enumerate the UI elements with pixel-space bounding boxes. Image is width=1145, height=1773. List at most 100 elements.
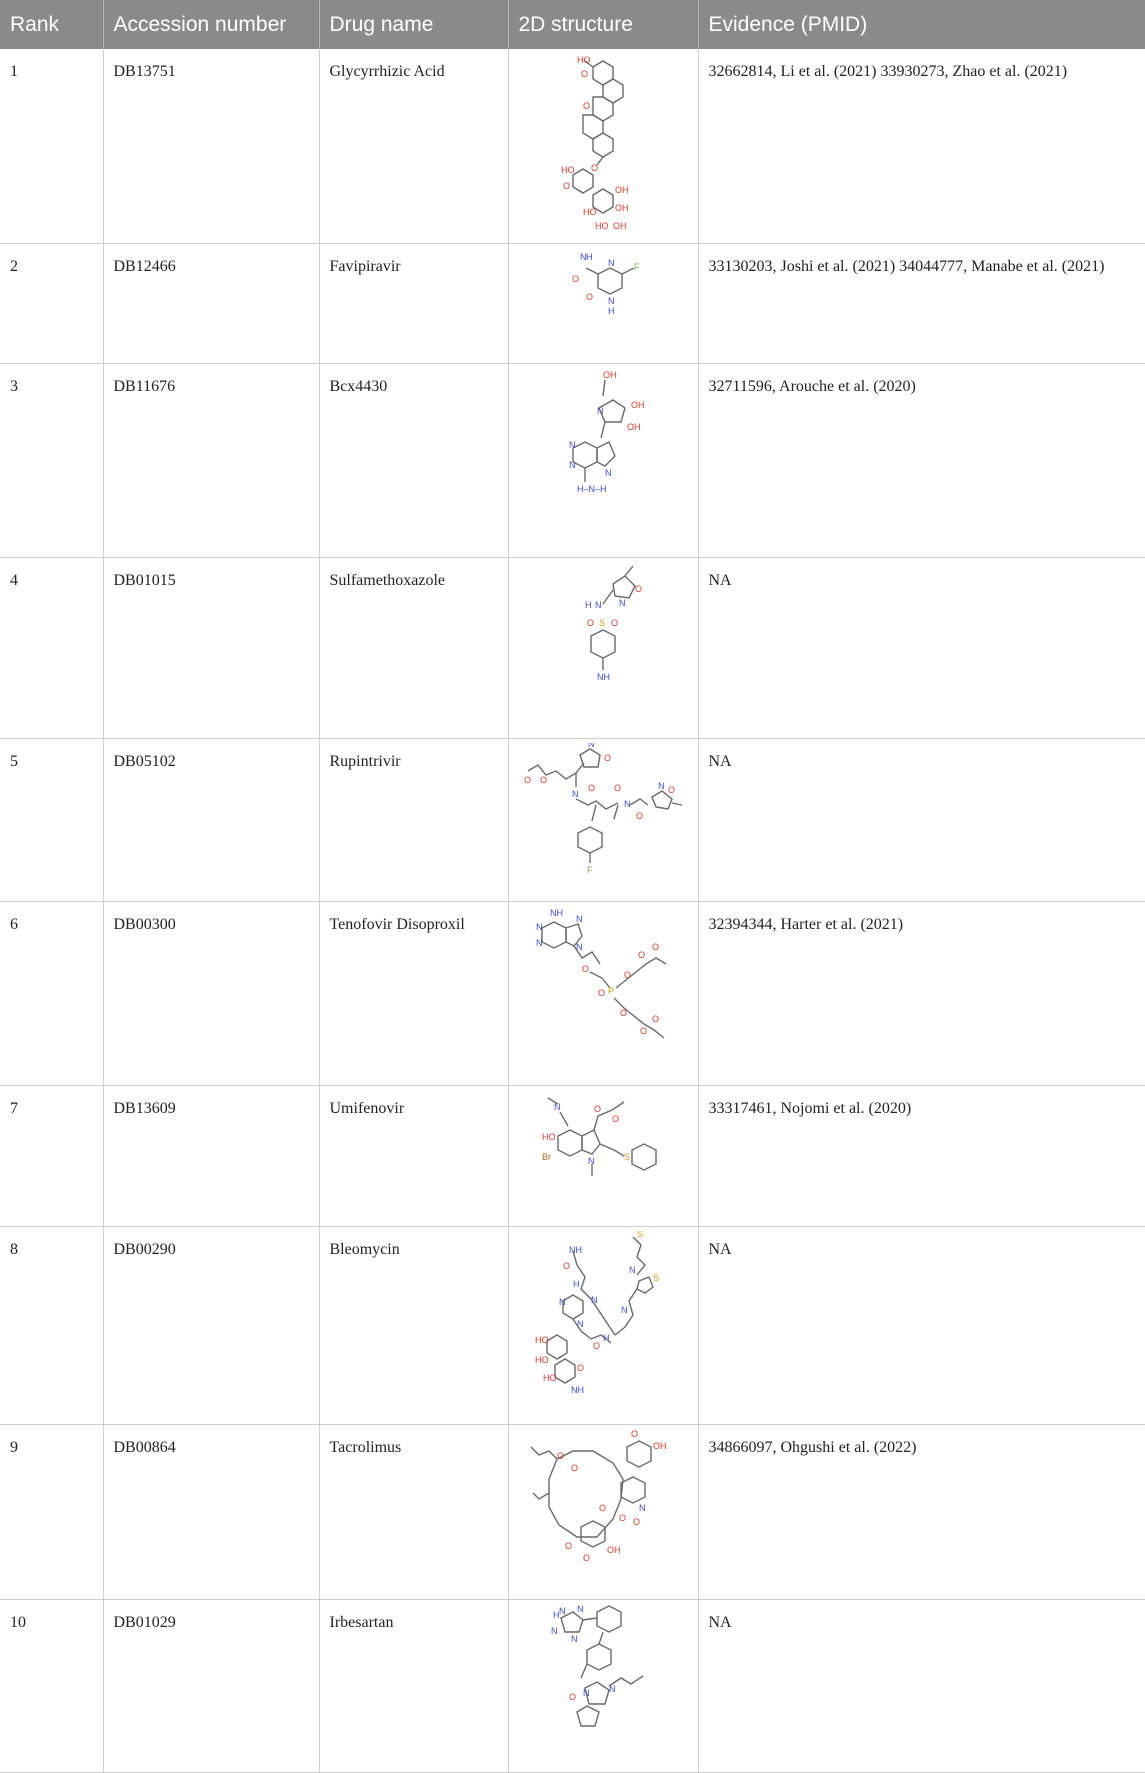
structure-cell: H N N N N N N O: [508, 1599, 699, 1773]
accession-cell: DB11676: [103, 363, 320, 558]
svg-text:O: O: [594, 1104, 601, 1114]
svg-text:HO: HO: [583, 207, 597, 217]
table-row: 5 DB05102 Rupintrivir O O N O N O O N: [0, 738, 1145, 902]
drug-name-cell: Glycyrrhizic Acid: [319, 49, 509, 244]
structure-cell: N H O N F O N H: [508, 243, 699, 364]
evidence-cell: NA: [698, 738, 1145, 902]
svg-text:HO: HO: [543, 1373, 557, 1383]
svg-text:NH: NH: [550, 908, 563, 918]
svg-text:O: O: [652, 942, 659, 952]
svg-text:OH: OH: [631, 400, 645, 410]
svg-text:OH: OH: [607, 1545, 621, 1555]
rank-cell: 4: [0, 557, 104, 739]
svg-text:O: O: [635, 584, 642, 594]
svg-text:O: O: [587, 618, 594, 628]
accession-cell: DB12466: [103, 243, 320, 364]
table-row: 3 DB11676 Bcx4430 OH N OH OH N N N: [0, 363, 1145, 558]
svg-text:O: O: [652, 1014, 659, 1024]
svg-text:N: N: [571, 1634, 578, 1644]
svg-text:O: O: [588, 783, 595, 793]
table-body: 1 DB13751 Glycyrrhizic Acid HO O O O: [0, 49, 1145, 1773]
svg-text:N: N: [577, 1604, 584, 1614]
table-row: 2 DB12466 Favipiravir N H O N F O N H: [0, 243, 1145, 364]
svg-text:O: O: [540, 775, 547, 785]
tenofovir-disoproxil-structure-image: NH N N N N O P O O O O O: [536, 908, 667, 1039]
evidence-cell: 34866097, Ohgushi et al. (2022): [698, 1424, 1145, 1600]
accession-cell: DB00864: [103, 1424, 320, 1600]
svg-text:N: N: [577, 1319, 584, 1329]
svg-text:O: O: [583, 1553, 590, 1563]
svg-text:N: N: [609, 1684, 616, 1694]
svg-text:N: N: [569, 440, 576, 450]
svg-text:N: N: [624, 799, 631, 809]
table-row: 4 DB01015 Sulfamethoxazole O N N H S O O: [0, 557, 1145, 739]
header-row: Rank Accession number Drug name 2D struc…: [0, 0, 1145, 49]
svg-text:O: O: [572, 274, 579, 284]
structure-cell: N HO Br N O O S: [508, 1085, 699, 1227]
svg-text:N: N: [591, 1295, 598, 1305]
svg-text:N: N: [608, 258, 615, 268]
svg-text:N: N: [536, 922, 543, 932]
svg-text:O: O: [640, 1026, 647, 1036]
svg-text:S: S: [599, 618, 605, 628]
svg-text:N: N: [580, 252, 587, 262]
irbesartan-structure-image: H N N N N N N O: [551, 1604, 644, 1727]
svg-text:HO: HO: [577, 55, 591, 65]
drug-name-cell: Favipiravir: [319, 243, 509, 364]
svg-text:O: O: [524, 775, 531, 785]
svg-text:HO: HO: [535, 1335, 549, 1345]
svg-text:O: O: [598, 988, 605, 998]
svg-text:O: O: [593, 1341, 600, 1351]
svg-text:N: N: [583, 1688, 590, 1698]
evidence-cell: 33130203, Joshi et al. (2021) 34044777, …: [698, 243, 1145, 364]
accession-cell: DB00300: [103, 901, 320, 1086]
svg-text:P: P: [608, 986, 614, 996]
rank-cell: 10: [0, 1599, 104, 1773]
svg-text:N: N: [572, 789, 579, 799]
bleomycin-structure-image: S N S N NH O H N N N O H: [535, 1231, 659, 1395]
svg-text:O: O: [577, 1363, 584, 1373]
svg-text:O: O: [563, 181, 570, 191]
svg-text:O: O: [582, 964, 589, 974]
table-header: Rank Accession number Drug name 2D struc…: [0, 0, 1145, 49]
svg-text:O: O: [604, 753, 611, 763]
svg-text:O: O: [581, 69, 588, 79]
structure-cell: O N N H S O O NH: [508, 557, 699, 739]
table-row: 1 DB13751 Glycyrrhizic Acid HO O O O: [0, 49, 1145, 244]
svg-text:HO: HO: [595, 221, 609, 231]
evidence-cell: NA: [698, 557, 1145, 739]
rank-cell: 8: [0, 1226, 104, 1425]
svg-text:H: H: [573, 1279, 580, 1289]
svg-text:F: F: [587, 865, 593, 875]
svg-text:H: H: [603, 1333, 610, 1343]
svg-text:H: H: [553, 1610, 560, 1620]
svg-text:O: O: [620, 1008, 627, 1018]
structure-cell: O OH O O N O O O O O OH: [508, 1424, 699, 1600]
structure-cell: NH N N N N O P O O O O O: [508, 901, 699, 1086]
header-2d-structure: 2D structure: [508, 0, 699, 49]
structure-cell: O O N O N O O N O N O: [508, 738, 699, 902]
glycyrrhizic-acid-structure-image: HO O O O HO O OH OH HO HO OH: [561, 55, 629, 231]
evidence-cell: NA: [698, 1226, 1145, 1425]
svg-text:O: O: [557, 1451, 564, 1461]
drug-name-cell: Umifenovir: [319, 1085, 509, 1227]
svg-text:N: N: [588, 743, 595, 749]
svg-text:HO: HO: [561, 165, 575, 175]
evidence-cell: 32711596, Arouche et al. (2020): [698, 363, 1145, 558]
rank-cell: 5: [0, 738, 104, 902]
favipiravir-structure-image: N H O N F O N H: [572, 252, 640, 316]
svg-text:N: N: [554, 1102, 561, 1112]
header-rank: Rank: [0, 0, 104, 49]
svg-text:O: O: [631, 1429, 638, 1439]
svg-text:OH: OH: [615, 203, 629, 213]
table-row: 7 DB13609 Umifenovir N HO Br N O O: [0, 1085, 1145, 1227]
bcx4430-structure-image: OH N OH OH N N N H–N–H: [569, 370, 645, 494]
svg-text:OH: OH: [613, 221, 627, 231]
svg-text:S: S: [624, 1152, 630, 1162]
drug-name-cell: Tenofovir Disoproxil: [319, 901, 509, 1086]
svg-text:O: O: [611, 618, 618, 628]
evidence-cell: 32394344, Harter et al. (2021): [698, 901, 1145, 1086]
svg-text:S: S: [637, 1231, 643, 1239]
table-row: 6 DB00300 Tenofovir Disoproxil NH N N N …: [0, 901, 1145, 1086]
svg-text:N: N: [605, 468, 612, 478]
